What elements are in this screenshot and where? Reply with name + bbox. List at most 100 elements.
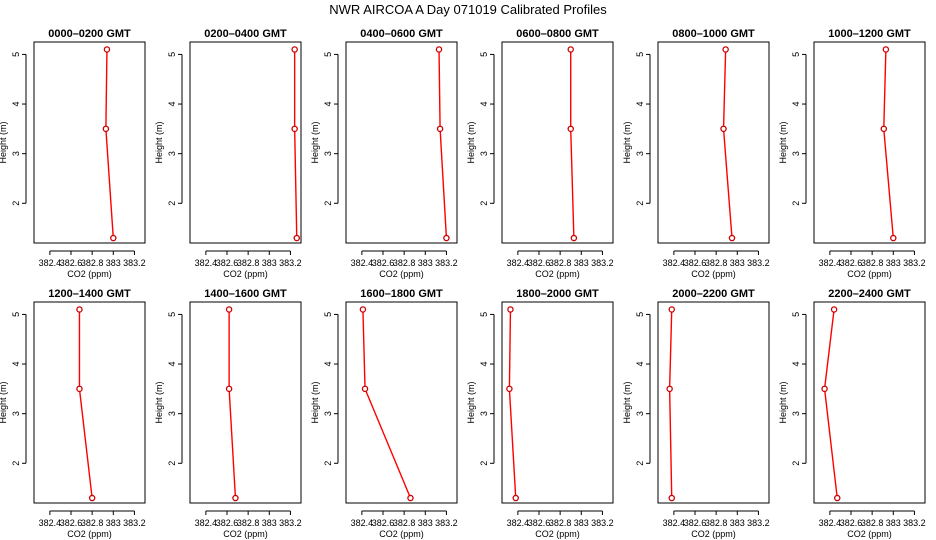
data-point: [407, 494, 414, 502]
x-axis-label: CO2 (ppm): [535, 529, 580, 539]
y-tick-label: 4: [791, 362, 801, 367]
x-tick-label: 383: [886, 258, 901, 268]
x-tick-label: 382.6: [840, 518, 863, 528]
x-tick-label: 382.8: [81, 258, 104, 268]
x-tick-label: 382.6: [60, 258, 83, 268]
data-point: [570, 234, 578, 242]
y-tick-label: 2: [323, 461, 333, 466]
data-point: [834, 494, 841, 502]
data-point: [88, 494, 96, 502]
data-point: [293, 234, 301, 242]
y-axis-label: Height (m): [622, 381, 632, 423]
panel-title: 1000–1200 GMT: [828, 28, 911, 40]
x-tick-label: 383.2: [903, 258, 926, 268]
plot-frame: [501, 301, 614, 504]
y-tick-label: 5: [11, 52, 21, 57]
x-tick-label: 382.6: [840, 258, 863, 268]
x-tick-label: 382.8: [81, 518, 104, 528]
x-axis-label: CO2 (ppm): [67, 269, 112, 279]
y-axis-label: Height (m): [466, 381, 476, 423]
y-axis-label: Height (m): [310, 381, 320, 423]
x-tick-label: 382.4: [351, 258, 374, 268]
profile-line: [668, 309, 673, 499]
plot-frame: [345, 41, 458, 244]
x-tick-label: 383.2: [591, 258, 614, 268]
x-tick-label: 383: [106, 258, 121, 268]
y-tick-label: 2: [791, 461, 801, 466]
data-point: [668, 494, 675, 502]
y-axis-label: Height (m): [0, 121, 8, 163]
x-tick-label: 382.8: [705, 258, 728, 268]
y-tick-label: 4: [635, 362, 645, 367]
data-point: [76, 306, 83, 313]
y-tick-label: 2: [11, 461, 21, 466]
y-tick-label: 3: [167, 411, 177, 416]
x-tick-label: 382.4: [195, 518, 218, 528]
x-tick-label: 383.2: [279, 258, 302, 268]
profile-line: [105, 49, 114, 239]
y-tick-label: 5: [635, 312, 645, 317]
x-tick-label: 382.6: [372, 518, 395, 528]
x-axis-label: CO2 (ppm): [67, 529, 112, 539]
x-tick-label: 382.6: [684, 518, 707, 528]
y-tick-label: 4: [791, 102, 801, 107]
panel-title: 0000–0200 GMT: [48, 28, 131, 40]
y-tick-label: 2: [791, 201, 801, 206]
y-axis-label: Height (m): [310, 121, 320, 163]
data-point: [666, 385, 673, 393]
x-tick-label: 383.2: [123, 258, 146, 268]
x-axis-label: CO2 (ppm): [847, 269, 892, 279]
plot-frame: [813, 301, 926, 504]
y-axis-label: Height (m): [622, 121, 632, 163]
x-tick-label: 382.8: [237, 518, 260, 528]
y-tick-label: 5: [479, 312, 489, 317]
x-tick-label: 382.4: [663, 258, 686, 268]
plot-frame: [33, 41, 146, 244]
profile-line: [78, 309, 93, 499]
x-tick-label: 383: [262, 518, 277, 528]
panel-title: 0800–1000 GMT: [672, 28, 755, 40]
y-tick-label: 3: [791, 411, 801, 416]
data-point: [436, 125, 444, 133]
plot-frame: [657, 301, 770, 504]
data-point: [225, 385, 233, 393]
y-tick-label: 2: [11, 201, 21, 206]
panel-title: 2200–2400 GMT: [828, 288, 911, 300]
x-tick-label: 382.4: [507, 258, 530, 268]
plot-frame: [189, 301, 302, 504]
x-tick-label: 383.2: [591, 518, 614, 528]
data-point: [102, 125, 110, 133]
x-tick-label: 383: [418, 518, 433, 528]
x-tick-label: 383: [106, 518, 121, 528]
panel-title: 0200–0400 GMT: [204, 28, 287, 40]
x-tick-label: 382.4: [507, 518, 530, 528]
data-point: [506, 385, 513, 393]
x-tick-label: 382.6: [684, 258, 707, 268]
y-tick-label: 3: [323, 411, 333, 416]
data-point: [821, 385, 828, 393]
x-tick-label: 383: [574, 258, 589, 268]
data-point: [359, 306, 367, 313]
data-point: [668, 306, 675, 313]
y-axis-label: Height (m): [778, 121, 788, 163]
x-tick-label: 383.2: [435, 518, 458, 528]
data-point: [76, 385, 83, 393]
y-tick-label: 5: [11, 312, 21, 317]
data-point: [728, 234, 736, 242]
x-axis-label: CO2 (ppm): [691, 269, 736, 279]
plot-frame: [813, 41, 926, 244]
x-tick-label: 383.2: [435, 258, 458, 268]
x-tick-label: 382.8: [237, 258, 260, 268]
profile-line: [570, 49, 575, 239]
y-tick-label: 3: [11, 411, 21, 416]
x-tick-label: 383: [262, 258, 277, 268]
data-point: [291, 125, 298, 133]
plot-frame: [33, 301, 146, 504]
